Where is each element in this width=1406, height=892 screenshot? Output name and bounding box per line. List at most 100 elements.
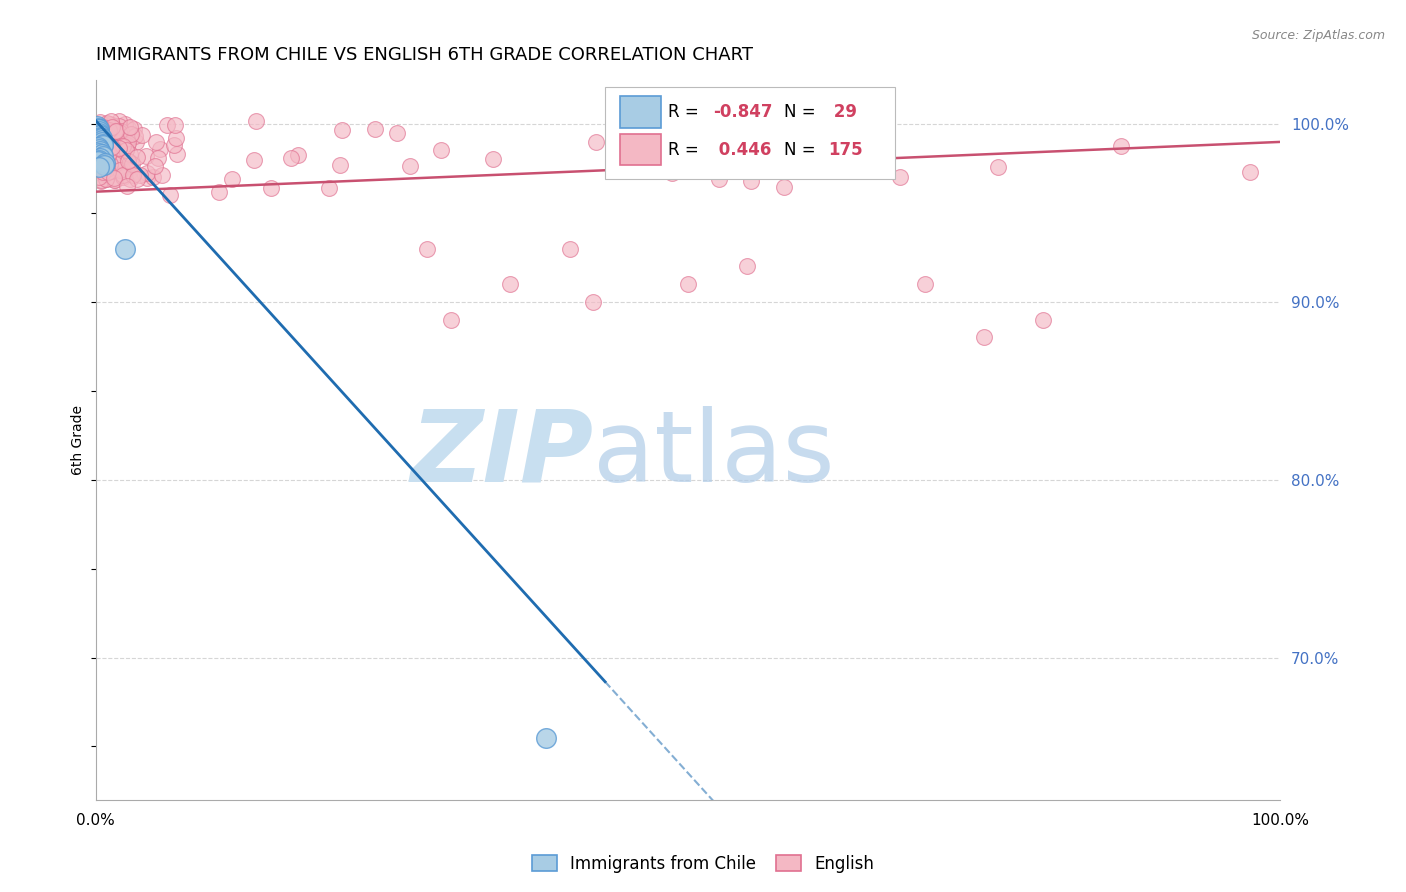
Point [245,113,267,128]
Point [94,167,117,181]
Point [86,153,108,167]
Point [89,128,111,142]
Point [156,118,179,132]
Text: -0.847: -0.847 [713,103,772,121]
Point [100,114,122,128]
Point [117,138,139,153]
Point [636,123,658,137]
Point [90,173,112,187]
Point [101,148,124,162]
Point [90,135,112,149]
Point [89,163,111,178]
Point [96,165,118,179]
Point [94,160,117,174]
Point [112,139,135,153]
Point [149,142,172,156]
Point [86,163,108,178]
Point [87,155,110,169]
Point [914,277,936,292]
Point [89,115,111,129]
Point [127,172,149,186]
Point [89,142,111,156]
Point [89,151,111,165]
Point [94,172,117,186]
Point [97,123,120,137]
Point [482,152,505,166]
Point [97,148,120,162]
Point [90,131,112,145]
Point [89,124,111,138]
Point [416,242,439,256]
Point [131,128,153,142]
Point [86,136,108,150]
Point [772,180,794,194]
Point [129,169,152,183]
Point [329,159,352,173]
Point [86,165,108,179]
Point [111,168,134,182]
Point [112,162,135,177]
Point [91,134,114,148]
Point [86,148,108,162]
Point [118,120,141,134]
Point [243,153,266,168]
Point [98,156,121,170]
Point [98,138,121,153]
Point [89,160,111,174]
Point [163,137,186,152]
Point [135,171,157,186]
Point [90,120,112,134]
Point [89,153,111,167]
Point [96,154,118,169]
Point [108,152,131,166]
Point [709,172,731,186]
Point [89,145,111,160]
Point [330,123,353,137]
Point [1239,164,1261,178]
Point [90,173,112,187]
Point [145,135,167,149]
Point [86,138,108,153]
Point [135,166,157,180]
Point [100,138,122,153]
Point [108,141,131,155]
Point [111,169,134,184]
Point [89,126,111,140]
Point [86,119,108,133]
Point [103,170,125,185]
Point [100,164,122,178]
Point [534,731,557,745]
Point [87,154,110,169]
Point [166,131,188,145]
Point [89,122,111,136]
Point [97,133,120,147]
Text: Source: ZipAtlas.com: Source: ZipAtlas.com [1251,29,1385,42]
Point [120,164,142,178]
Point [122,168,145,182]
Point [101,140,124,154]
Point [91,125,114,139]
Point [86,128,108,143]
Point [159,187,181,202]
Point [120,127,142,141]
Point [105,129,128,144]
Point [110,124,132,138]
Point [98,124,121,138]
Point [664,127,686,141]
Point [124,128,146,143]
Point [97,157,120,171]
Point [143,159,166,173]
Point [648,126,671,140]
Point [987,161,1010,175]
Point [87,151,110,165]
Text: R =: R = [668,103,704,121]
Point [740,173,762,187]
Point [100,119,122,133]
Point [114,137,136,152]
Point [94,172,117,186]
Legend: Immigrants from Chile, English: Immigrants from Chile, English [524,848,882,880]
Point [98,160,121,174]
Point [117,136,139,150]
Point [114,117,136,131]
Point [87,122,110,136]
